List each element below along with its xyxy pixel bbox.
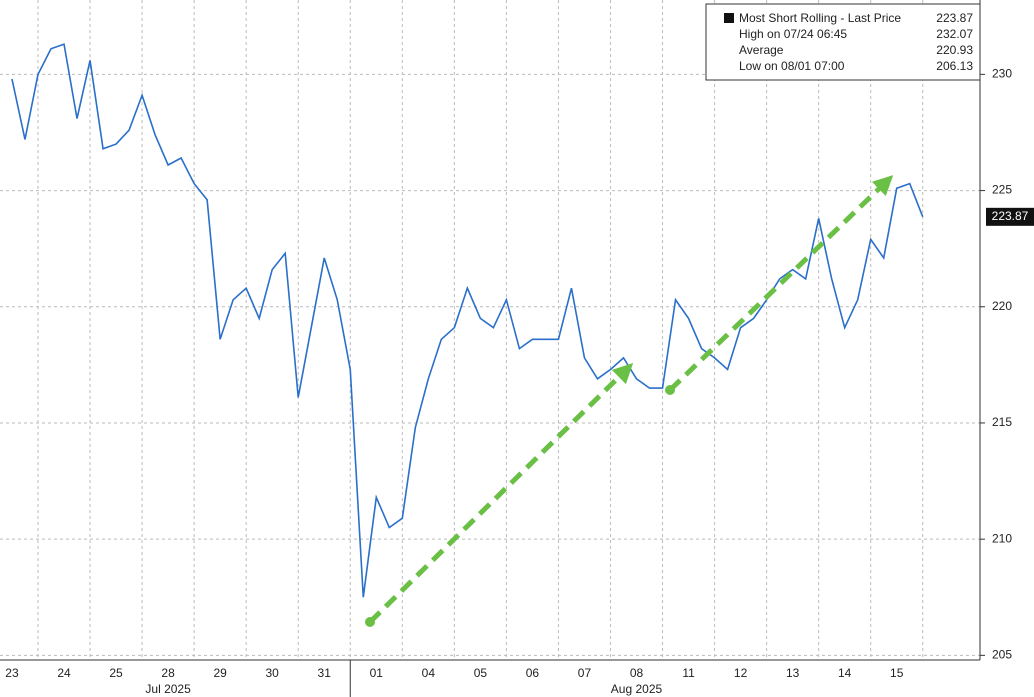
legend-label: High on 07/24 06:45	[739, 27, 847, 41]
month-label: Aug 2025	[611, 682, 663, 696]
legend-label: Most Short Rolling - Last Price	[739, 11, 901, 25]
x-tick-label: 01	[370, 666, 384, 680]
legend: Most Short Rolling - Last Price 223.87 H…	[705, 3, 981, 81]
legend-value: 206.13	[936, 59, 973, 73]
x-tick-label: 07	[578, 666, 592, 680]
y-tick-label: 220	[992, 299, 1012, 313]
legend-value: 232.07	[936, 27, 973, 41]
x-tick-label: 04	[422, 666, 436, 680]
price-line	[11, 43, 924, 598]
legend-value: 223.87	[936, 11, 973, 25]
x-tick-label: 08	[630, 666, 644, 680]
y-tick-label: 210	[992, 531, 1012, 545]
last-price-label: 223.87	[992, 209, 1029, 223]
y-tick-label: 225	[992, 183, 1012, 197]
x-tick-label: 30	[266, 666, 280, 680]
grid	[0, 0, 980, 660]
legend-value: 220.93	[936, 43, 973, 57]
month-label: Jul 2025	[145, 682, 191, 696]
trend-arrow	[668, 175, 894, 392]
x-tick-label: 13	[786, 666, 800, 680]
x-tick-label: 24	[57, 666, 71, 680]
x-tick-label: 06	[526, 666, 540, 680]
legend-box	[705, 3, 981, 81]
last-price-tag	[986, 207, 1034, 226]
legend-label: Low on 08/01 07:00	[739, 59, 845, 73]
x-tick-label: 05	[474, 666, 488, 680]
trend-arrow	[368, 362, 634, 624]
arrow-start	[365, 617, 375, 627]
x-tick-label: 25	[109, 666, 123, 680]
legend-label: Average	[739, 43, 784, 57]
arrow-start	[665, 385, 675, 395]
y-tick-label: 215	[992, 415, 1012, 429]
legend-swatch	[724, 13, 734, 23]
x-tick-label: 11	[682, 666, 695, 680]
y-tick-label: 205	[992, 648, 1012, 662]
x-tick-label: 29	[213, 666, 227, 680]
x-tick-label: 14	[838, 666, 852, 680]
x-tick-label: 28	[161, 666, 175, 680]
x-tick-label: 31	[318, 666, 332, 680]
series	[11, 43, 924, 598]
x-tick-label: 12	[734, 666, 748, 680]
x-tick-label: 23	[5, 666, 19, 680]
y-tick-label: 230	[992, 67, 1012, 81]
x-tick-label: 15	[890, 666, 904, 680]
